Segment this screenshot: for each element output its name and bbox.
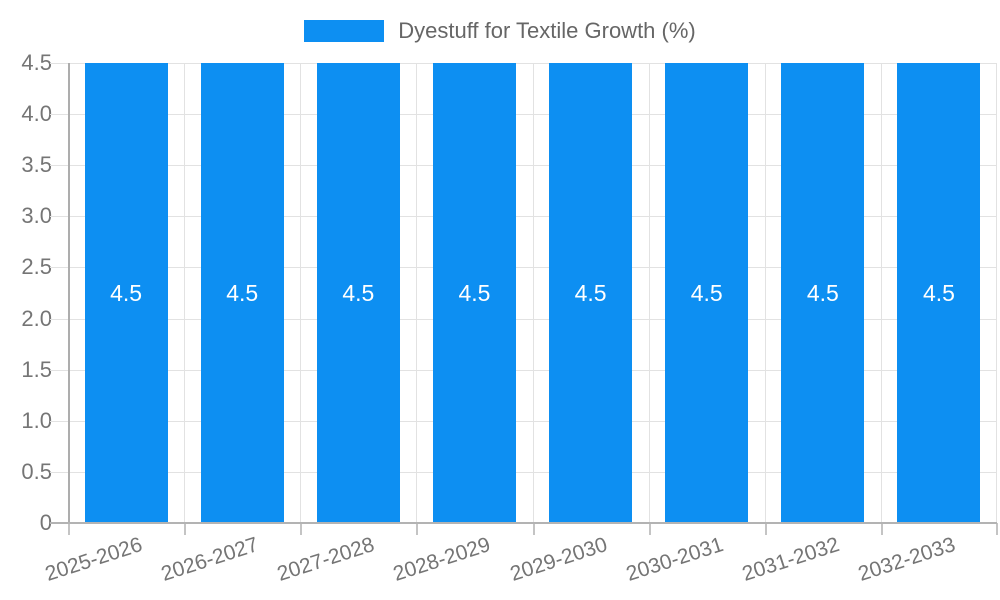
y-gridline bbox=[50, 369, 997, 371]
x-axis-tick bbox=[648, 523, 651, 535]
x-axis-tick bbox=[880, 523, 883, 535]
legend: Dyestuff for Textile Growth (%) bbox=[0, 18, 1000, 44]
x-gridline bbox=[532, 63, 534, 523]
bar-value-label: 4.5 bbox=[806, 279, 839, 306]
y-tick-label: 4.0 bbox=[21, 101, 52, 127]
legend-item[interactable]: Dyestuff for Textile Growth (%) bbox=[304, 18, 696, 44]
x-gridline bbox=[184, 63, 186, 523]
x-tick-label: 2029-2030 bbox=[507, 533, 610, 586]
plot-area: 4.5 4.5 4.5 4.5 4.5 4.5 4.5 4.5 bbox=[50, 63, 998, 535]
x-axis-tick bbox=[764, 523, 767, 535]
x-gridline bbox=[416, 63, 418, 523]
bar-value-label: 4.5 bbox=[458, 279, 491, 306]
legend-label: Dyestuff for Textile Growth (%) bbox=[398, 18, 696, 43]
bar-2027-2028[interactable]: 4.5 bbox=[316, 63, 400, 523]
y-tick-label: 3.5 bbox=[21, 152, 52, 178]
x-axis-tick bbox=[184, 523, 187, 535]
x-tick-label: 2028-2029 bbox=[390, 533, 494, 586]
x-gridline bbox=[648, 63, 650, 523]
y-tick-label: 1.0 bbox=[21, 407, 52, 433]
x-axis-tick bbox=[300, 523, 303, 535]
y-tick-label: 0 bbox=[39, 510, 52, 535]
bar-2025-2026[interactable]: 4.5 bbox=[84, 63, 168, 523]
y-axis-labels: 4.5 4.0 3.5 3.0 2.5 2.0 1.5 1.0 0.5 0 bbox=[0, 50, 52, 535]
x-gridline bbox=[996, 63, 997, 523]
y-gridline bbox=[50, 267, 997, 269]
bar-value-label: 4.5 bbox=[110, 279, 143, 306]
y-gridline bbox=[50, 165, 997, 167]
bar-2031-2032[interactable]: 4.5 bbox=[781, 63, 865, 523]
x-axis-tick bbox=[996, 523, 998, 535]
y-gridline bbox=[50, 471, 997, 473]
x-gridline bbox=[764, 63, 766, 523]
y-tick-label: 1.5 bbox=[21, 356, 52, 382]
x-tick-label: 2030-2031 bbox=[623, 533, 726, 586]
y-axis-line bbox=[68, 63, 70, 523]
bar-value-label: 4.5 bbox=[342, 279, 375, 306]
bar-2032-2033[interactable]: 4.5 bbox=[897, 63, 981, 523]
bar-value-label: 4.5 bbox=[574, 279, 607, 306]
x-axis-tick bbox=[532, 523, 535, 535]
y-gridline bbox=[50, 420, 997, 422]
y-gridline bbox=[50, 63, 997, 64]
y-tick-label: 3.0 bbox=[21, 203, 52, 229]
y-tick-label: 0.5 bbox=[21, 458, 52, 484]
x-axis-line bbox=[50, 522, 997, 524]
legend-swatch-icon bbox=[304, 20, 385, 42]
x-gridline bbox=[880, 63, 882, 523]
bar-value-label: 4.5 bbox=[226, 279, 259, 306]
y-tick-label: 2.0 bbox=[21, 305, 52, 331]
bar-2030-2031[interactable]: 4.5 bbox=[665, 63, 749, 523]
x-axis-tick bbox=[416, 523, 419, 535]
y-gridline bbox=[50, 114, 997, 116]
x-tick-label: 2032-2033 bbox=[855, 533, 959, 586]
y-tick-label: 4.5 bbox=[21, 50, 52, 75]
y-tick-label: 2.5 bbox=[21, 254, 52, 280]
y-gridline bbox=[50, 216, 997, 218]
bar-2028-2029[interactable]: 4.5 bbox=[432, 63, 516, 523]
y-gridline bbox=[50, 318, 997, 320]
bar-value-label: 4.5 bbox=[922, 279, 955, 306]
x-axis-tick bbox=[68, 523, 70, 535]
bar-2029-2030[interactable]: 4.5 bbox=[549, 63, 633, 523]
x-gridline bbox=[300, 63, 302, 523]
bar-value-label: 4.5 bbox=[690, 279, 723, 306]
bar-2026-2027[interactable]: 4.5 bbox=[200, 63, 284, 523]
